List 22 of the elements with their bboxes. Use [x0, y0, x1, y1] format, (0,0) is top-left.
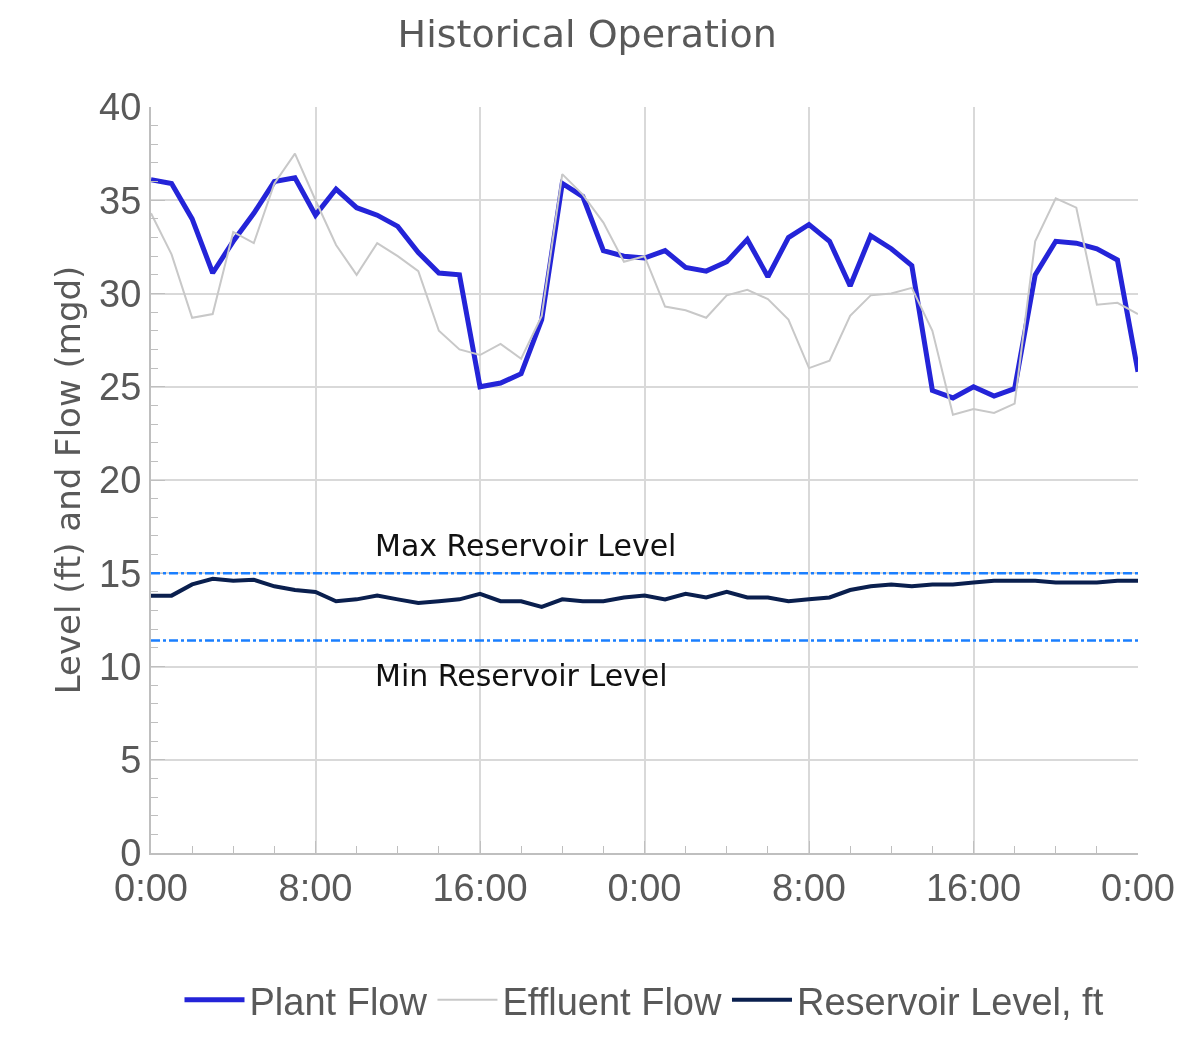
ref-line-label: Max Reservoir Level — [375, 528, 677, 563]
chart-title: Historical Operation — [397, 11, 777, 56]
legend-label: Plant Flow — [249, 980, 428, 1023]
legend-label: Reservoir Level, ft — [796, 980, 1104, 1023]
x-tick-label: 16:00 — [925, 866, 1022, 909]
line-series — [151, 576, 1138, 609]
y-axis-title: Level (ft) and Flow (mgd) — [48, 265, 89, 695]
y-tick-label: 15 — [99, 552, 142, 595]
y-tick-label: 5 — [120, 739, 142, 782]
y-tick-label: 25 — [99, 366, 142, 409]
x-tick-label: 0:00 — [1101, 866, 1175, 909]
y-tick-label: 40 — [99, 86, 142, 129]
x-tick-label: 0:00 — [607, 866, 682, 909]
x-tick-label: 16:00 — [432, 866, 528, 909]
x-tick-label: 8:00 — [278, 866, 353, 909]
y-tick-label: 10 — [99, 645, 142, 688]
y-tick-label: 20 — [99, 459, 142, 502]
x-tick-label: 8:00 — [772, 866, 846, 909]
y-tick-label: 30 — [99, 272, 142, 315]
legend-label: Effluent Flow — [502, 980, 722, 1023]
y-tick-label: 35 — [99, 179, 142, 222]
ref-line-label: Min Reservoir Level — [375, 658, 668, 693]
